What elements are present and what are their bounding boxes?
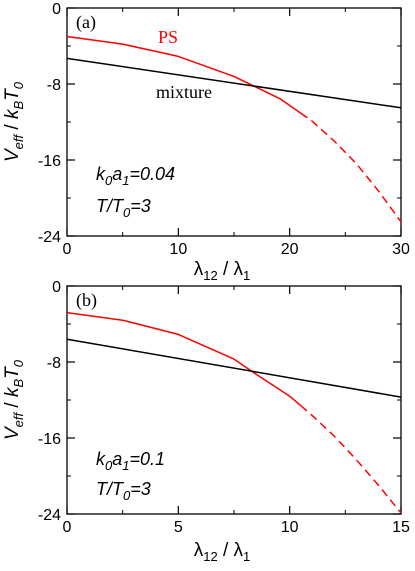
ylab-b-p2: k [2,386,23,397]
ylab-b-p1: V [2,425,23,440]
panel-a-plot-area: 0 10 20 300-8-16-24 [38,1,410,258]
xlab-b-main2: λ [234,540,244,561]
ylab-b-s3: 0 [11,359,26,367]
y-tick-label-0-3: -24 [38,229,61,246]
x-tick-label-1-2: 10 [281,519,299,536]
ylab-b-p3: T [2,366,23,379]
x-tick-label-0-1: 10 [169,241,187,258]
panel-a-series-ps-label: PS [158,27,178,47]
panel-b-label: (b) [76,290,97,311]
anno-b1-p2: a [112,449,122,469]
panel-a-ticks: 0 10 20 300-8-16-24 [38,1,410,258]
y-tick-label-1-0: 0 [52,279,61,296]
ylab-a-sep: / [2,119,23,135]
y-tick-label-1-3: -24 [38,507,61,524]
ylab-a-p2: k [2,108,23,119]
panel-b-annotation-temp: T/T0=3 [96,479,151,503]
anno-b2-s1: 0 [123,488,131,503]
y-tick-label-0-1: -8 [47,77,61,94]
series-line-1-red-dashed [300,405,402,514]
panel-a: 0 10 20 300-8-16-24 (a) PS mixture k0a1=0.0… [2,1,410,283]
xlab-a-sep: / [218,259,234,280]
anno-a1-p2: a [112,164,122,184]
panel-b-annotation-k0a1: k0a1=0.1 [96,449,165,473]
ylab-b-s2: B [11,379,26,388]
series-line-1-red-solid [66,311,302,407]
ylab-b-s1: eff [11,411,26,427]
x-tick-label-1-3: 15 [392,519,410,536]
panel-a-label: (a) [76,12,96,33]
panel-a-x-axis-label: λ12 / λ1 [194,259,251,283]
xlab-a-main: λ [194,259,204,280]
anno-a1-rest: =0.04 [129,164,175,184]
series-line-1-black [66,338,402,398]
anno-a1-s2: 1 [122,173,129,188]
series-line-0-mixture [66,57,402,109]
x-tick-label-0-3: 30 [392,241,410,258]
panel-b-ticks: 0 5 10 150-8-16-24 [38,279,410,536]
anno-a1-s1: 0 [105,173,113,188]
xlab-a-sub2: 1 [243,268,250,283]
y-tick-label-0-2: -16 [38,153,61,170]
x-tick-label-0-0: 0 [63,241,72,258]
ylab-a-p3: T [2,88,23,101]
anno-a1-p1: k [96,164,106,184]
ylab-a-s2: B [11,101,26,110]
xlab-b-sub2: 1 [243,549,250,564]
anno-b2-rest: =3 [130,479,151,499]
y-tick-label-0-0: 0 [52,1,61,18]
panel-b: 0 5 10 150-8-16-24 (b) k0a1=0.1 T/T0=3 λ12 … [2,279,410,564]
panel-a-y-axis-label: Veff / kBT0 [2,81,26,162]
anno-b1-s2: 1 [122,458,129,473]
xlab-b-sep: / [218,540,234,561]
anno-b1-p1: k [96,449,106,469]
panel-b-x-axis-label: λ12 / λ1 [194,540,251,564]
ylab-a-s3: 0 [11,81,26,89]
panel-b-series [66,311,402,514]
panel-a-annotation-k0a1: k0a1=0.04 [96,164,175,188]
panel-a-series-mixture-label: mixture [156,82,212,102]
panel-b-plot-area: 0 5 10 150-8-16-24 [38,279,410,536]
xlab-b-sub: 12 [203,549,217,564]
panel-b-y-axis-label: Veff / kBT0 [2,359,26,440]
x-tick-label-1-1: 5 [174,519,183,536]
ylab-a-s1: eff [11,133,26,149]
anno-b2-p1: T/T [96,479,125,499]
y-tick-label-1-1: -8 [47,355,61,372]
panel-a-annotation-temp: T/T0=3 [96,196,151,220]
xlab-a-sub: 12 [203,268,217,283]
anno-b1-s1: 0 [105,458,113,473]
anno-a2-p1: T/T [96,196,125,216]
anno-a2-s1: 0 [123,205,131,220]
anno-a2-rest: =3 [130,196,151,216]
anno-b1-rest: =0.1 [129,449,165,469]
series-line-0-ps-solid [66,35,302,114]
xlab-b-main: λ [194,540,204,561]
panel-a-series [66,35,402,223]
series-line-0-ps-dashed [300,112,402,223]
xlab-a-main2: λ [234,259,244,280]
y-tick-label-1-2: -16 [38,431,61,448]
ylab-b-sep: / [2,397,23,413]
x-tick-label-0-2: 20 [281,241,299,258]
ylab-a-p1: V [2,147,23,162]
x-tick-label-1-0: 0 [63,519,72,536]
